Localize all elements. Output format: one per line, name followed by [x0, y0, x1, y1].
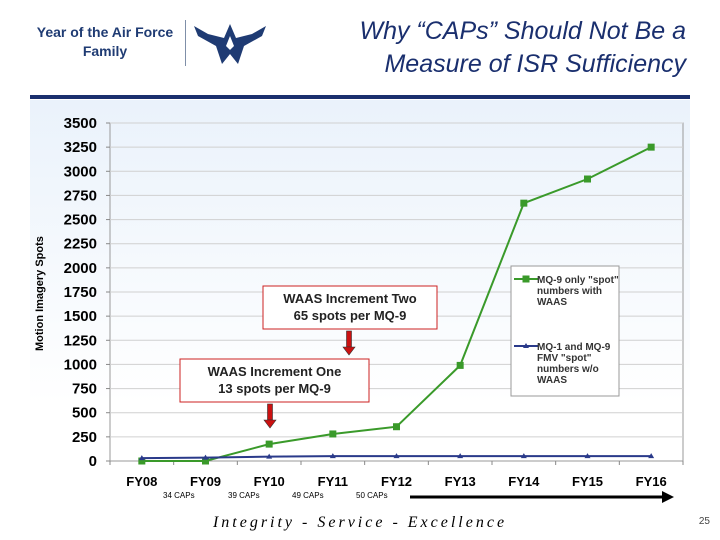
x-tick-label: FY09 — [190, 474, 221, 489]
legend-swatch-marker — [522, 275, 530, 283]
title-line1: Why “CAPs” Should Not Be a — [359, 17, 686, 45]
data-point — [138, 455, 145, 461]
data-point — [456, 361, 464, 369]
logo-separator — [185, 20, 186, 66]
legend-entry-text: WAAS — [537, 375, 567, 386]
title-rule — [30, 95, 690, 99]
data-point — [457, 453, 464, 459]
data-point — [202, 454, 209, 460]
logo-text: Year of the Air Force Family — [30, 23, 180, 61]
annotation-box — [262, 285, 438, 330]
data-point — [138, 457, 146, 465]
caps-label-fy10: 49 CAPs — [292, 491, 324, 500]
footer-motto: Integrity - Service - Excellence — [212, 514, 508, 531]
x-tick-label: FY14 — [508, 474, 540, 489]
logo-line1: Year of the Air Force — [36, 24, 174, 40]
y-tick-label: 500 — [72, 405, 97, 422]
y-tick-label: 3250 — [64, 139, 97, 156]
data-point — [393, 423, 400, 431]
x-tick-label: FY08 — [126, 474, 157, 489]
y-tick-label: 1500 — [64, 308, 97, 325]
logo-line2: Family — [82, 43, 128, 59]
y-tick-label: 2000 — [64, 260, 97, 277]
caps-label-fy11: 50 CAPs — [356, 491, 388, 500]
x-tick-label: FY12 — [381, 474, 412, 489]
data-point — [266, 453, 273, 459]
annotation-box — [179, 358, 370, 403]
y-tick-label: 1750 — [64, 284, 97, 301]
data-point — [329, 453, 336, 459]
legend-swatch-marker — [523, 343, 529, 348]
data-point — [647, 143, 655, 151]
x-tick-label: FY15 — [572, 474, 603, 489]
legend-entry-text: FMV "spot" — [537, 353, 592, 364]
annotation-arrow-shaft — [346, 330, 352, 348]
data-point — [520, 453, 527, 459]
data-point — [584, 453, 591, 459]
slide-title: Why “CAPs” Should Not Be a Measure of IS… — [359, 15, 686, 81]
y-tick-label: 1250 — [64, 332, 97, 349]
x-tick-label: FY10 — [254, 474, 285, 489]
annotation-text: WAAS Increment Two — [283, 291, 416, 306]
annotation-text: WAAS Increment One — [208, 364, 342, 379]
data-point — [648, 453, 655, 459]
y-tick-label: 3500 — [64, 115, 97, 132]
caps-label-fy08: 34 CAPs — [163, 491, 195, 500]
y-tick-label: 750 — [72, 381, 97, 398]
annotation-arrow-shaft — [267, 403, 273, 421]
legend-entry-text: numbers with — [537, 286, 602, 297]
y-tick-label: 1000 — [64, 356, 97, 373]
x-tick-label: FY16 — [636, 474, 667, 489]
data-point — [329, 430, 337, 438]
data-point — [520, 199, 528, 207]
annotation-arrow-head — [342, 346, 356, 356]
caps-arrow-head — [662, 491, 674, 503]
annotation-text: 13 spots per MQ-9 — [218, 381, 331, 396]
legend-entry-text: WAAS — [537, 297, 567, 308]
x-tick-label: FY13 — [445, 474, 476, 489]
air-force-wing-icon — [194, 24, 266, 64]
legend-entry-text: MQ-1 and MQ-9 — [537, 342, 611, 353]
annotation-arrow-head — [263, 419, 277, 429]
y-tick-label: 2750 — [64, 187, 97, 204]
y-tick-label: 0 — [89, 453, 97, 470]
data-point — [584, 175, 591, 183]
data-point — [202, 457, 209, 465]
caps-label-fy09: 39 CAPs — [228, 491, 260, 500]
x-tick-label: FY11 — [318, 474, 348, 489]
annotation-text: 65 spots per MQ-9 — [294, 308, 407, 323]
y-tick-label: 250 — [72, 429, 97, 446]
legend-box — [510, 265, 620, 397]
y-tick-label: 2500 — [64, 212, 97, 229]
data-point — [393, 453, 400, 459]
y-tick-label: 3000 — [64, 163, 97, 180]
legend-entry-text: numbers w/o — [537, 364, 599, 375]
air-force-family-logo: Year of the Air Force Family — [30, 20, 280, 70]
page-number: 25 — [698, 516, 710, 527]
y-tick-label: 2250 — [64, 236, 97, 253]
title-line2: Measure of ISR Sufficiency — [384, 50, 686, 78]
legend-entry-text: MQ-9 only "spot" — [537, 275, 619, 286]
data-point — [265, 440, 273, 448]
